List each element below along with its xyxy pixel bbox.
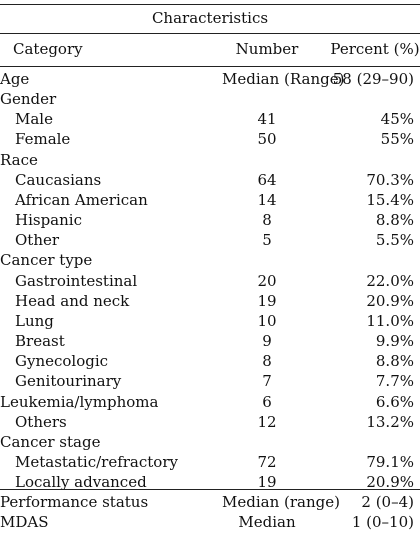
row-category: Gynecologic — [15, 352, 109, 371]
row-category: Breast — [15, 332, 65, 351]
row-percent: 1 (0–10) — [351, 513, 414, 532]
row-number: 5 — [262, 231, 272, 250]
row-percent: 79.1% — [366, 452, 414, 471]
row-category: Female — [15, 130, 71, 149]
row-category: Lung — [15, 311, 54, 330]
table-row: Age Median (Range) 58 (29–90) — [0, 69, 420, 89]
row-category: Male — [15, 110, 53, 129]
table-row: African American 14 15.4% — [0, 190, 420, 210]
row-category: Leukemia/lymphoma — [0, 392, 159, 411]
row-category: Age — [0, 70, 30, 88]
row-category: Others — [15, 412, 67, 431]
table-row: Female 50 55% — [0, 129, 420, 149]
row-number: 7 — [262, 372, 272, 391]
header-number: Number — [235, 40, 299, 58]
table-row: Male 41 45% — [0, 109, 420, 129]
row-number: 19 — [257, 291, 277, 310]
table-row: Hispanic 8 8.8% — [0, 210, 420, 230]
row-category: Gastrointestinal — [15, 271, 138, 290]
row-category: African American — [15, 190, 148, 209]
table-row: Cancer type — [0, 250, 420, 270]
row-number: 8 — [262, 211, 272, 230]
row-category: Cancer stage — [0, 432, 101, 451]
row-number: 19 — [257, 473, 277, 492]
header-percent: Percent (%) — [330, 40, 420, 58]
row-number: 10 — [257, 311, 277, 330]
table-row: Gastrointestinal 20 22.0% — [0, 271, 420, 291]
row-percent: 55% — [380, 130, 414, 149]
table-row: Metastatic/refractory 72 79.1% — [0, 452, 420, 472]
table-row: Others 12 13.2% — [0, 412, 420, 432]
table-row: Lung 10 11.0% — [0, 311, 420, 331]
row-percent: 8.8% — [375, 211, 414, 230]
header-rule — [0, 66, 420, 67]
row-category: Metastatic/refractory — [15, 452, 178, 471]
row-number: Median (range) — [222, 493, 340, 512]
row-number: 9 — [262, 332, 272, 351]
row-percent: 20.9% — [366, 473, 414, 492]
row-category: MDAS — [0, 513, 49, 532]
table-body: Age Median (Range) 58 (29–90) Gender Male 41 4… — [0, 69, 420, 533]
row-number: 41 — [257, 110, 277, 129]
table-row: Genitourinary 7 7.7% — [0, 371, 420, 391]
row-percent: 70.3% — [366, 170, 414, 189]
table-row: Other 5 5.5% — [0, 230, 420, 250]
row-number: 8 — [262, 352, 272, 371]
row-percent: 15.4% — [366, 190, 414, 209]
table-row: Race — [0, 150, 420, 170]
row-number: 6 — [262, 392, 272, 411]
header-category: Category — [13, 40, 83, 58]
row-percent: 45% — [380, 110, 414, 129]
table-row: Gynecologic 8 8.8% — [0, 351, 420, 371]
table-row: MDAS Median 1 (0–10) — [0, 512, 420, 532]
row-number: 20 — [257, 271, 277, 290]
table-row: Performance status Median (range) 2 (0–4) — [0, 492, 420, 512]
row-category: Genitourinary — [15, 372, 122, 391]
row-category: Locally advanced — [15, 473, 147, 492]
row-number: Median (Range) — [222, 70, 345, 88]
row-number: Median — [238, 513, 296, 532]
row-category: Caucasians — [15, 170, 102, 189]
row-percent: 11.0% — [366, 311, 414, 330]
row-category: Gender — [0, 90, 57, 109]
table-row: Locally advanced 19 20.9% — [0, 472, 420, 492]
row-number: 12 — [257, 412, 277, 431]
row-percent: 8.8% — [375, 352, 414, 371]
row-category: Performance status — [0, 493, 149, 512]
table-row: Breast 9 9.9% — [0, 331, 420, 351]
bottom-rule — [0, 489, 420, 490]
row-percent: 2 (0–4) — [361, 493, 414, 512]
table-row: Caucasians 64 70.3% — [0, 170, 420, 190]
caption-rule — [0, 33, 420, 34]
row-percent: 9.9% — [375, 332, 414, 351]
row-percent: 58 (29–90) — [332, 70, 414, 88]
row-category: Other — [15, 231, 60, 250]
characteristics-table: Characteristics Category Number Percent … — [0, 4, 420, 531]
row-number: 64 — [257, 170, 277, 189]
row-percent: 5.5% — [375, 231, 414, 250]
table-row: Gender — [0, 89, 420, 109]
table-row: Leukemia/lymphoma 6 6.6% — [0, 392, 420, 412]
table-row: Head and neck 19 20.9% — [0, 291, 420, 311]
row-percent: 22.0% — [366, 271, 414, 290]
row-number: 50 — [257, 130, 277, 149]
row-category: Head and neck — [15, 291, 130, 310]
row-category: Hispanic — [15, 211, 82, 230]
table-row: Cancer stage — [0, 432, 420, 452]
row-percent: 13.2% — [366, 412, 414, 431]
row-number: 14 — [257, 190, 277, 209]
row-category: Cancer type — [0, 251, 93, 270]
row-percent: 20.9% — [366, 291, 414, 310]
row-percent: 7.7% — [375, 372, 414, 391]
row-number: 72 — [257, 452, 277, 471]
top-rule — [0, 4, 420, 5]
row-percent: 6.6% — [375, 392, 414, 411]
row-category: Race — [0, 150, 38, 169]
table-caption: Characteristics — [151, 9, 269, 27]
